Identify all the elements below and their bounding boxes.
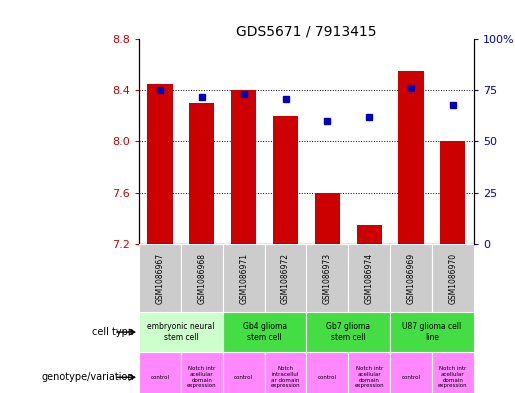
Bar (440, 141, 466, 244)
Bar (222, 312, 306, 352)
Bar (432, 352, 474, 393)
Bar (315, 193, 340, 244)
Bar (356, 224, 382, 244)
Text: Gb7 glioma
stem cell: Gb7 glioma stem cell (326, 322, 370, 342)
Text: control: control (234, 375, 253, 380)
Bar (306, 352, 348, 393)
Bar (306, 312, 390, 352)
Text: Notch intr
acellular
domain
expression: Notch intr acellular domain expression (438, 366, 468, 388)
Bar (399, 71, 423, 244)
Text: control: control (402, 375, 421, 380)
Bar (222, 244, 265, 312)
Bar (147, 84, 173, 244)
Text: control: control (318, 375, 337, 380)
Bar (348, 244, 390, 312)
Text: Notch intr
acellular
domain
expression: Notch intr acellular domain expression (187, 366, 217, 388)
Bar (181, 244, 222, 312)
Bar (190, 103, 214, 244)
Bar (390, 244, 432, 312)
Text: GSM1086971: GSM1086971 (239, 253, 248, 303)
Bar (181, 352, 222, 393)
Title: GDS5671 / 7913415: GDS5671 / 7913415 (236, 24, 376, 38)
Text: cell type: cell type (92, 327, 134, 337)
Bar (390, 312, 474, 352)
Text: U87 glioma cell
line: U87 glioma cell line (402, 322, 461, 342)
Text: GSM1086970: GSM1086970 (449, 252, 457, 304)
Bar (432, 244, 474, 312)
Bar (139, 244, 181, 312)
Bar (273, 116, 298, 244)
Bar (348, 352, 390, 393)
Text: GSM1086967: GSM1086967 (156, 252, 164, 304)
Bar (139, 352, 181, 393)
Text: embryonic neural
stem cell: embryonic neural stem cell (147, 322, 215, 342)
Bar (222, 352, 265, 393)
Text: Notch intr
acellular
domain
expression: Notch intr acellular domain expression (354, 366, 384, 388)
Text: GSM1086974: GSM1086974 (365, 252, 374, 304)
Bar (231, 90, 256, 244)
Text: Notch
intracellul
ar domain
expression: Notch intracellul ar domain expression (271, 366, 300, 388)
Bar (390, 352, 432, 393)
Text: GSM1086968: GSM1086968 (197, 253, 207, 303)
Text: genotype/variation: genotype/variation (41, 372, 134, 382)
Text: GSM1086973: GSM1086973 (323, 252, 332, 304)
Bar (306, 244, 348, 312)
Text: GSM1086972: GSM1086972 (281, 253, 290, 303)
Text: control: control (150, 375, 169, 380)
Text: Gb4 glioma
stem cell: Gb4 glioma stem cell (243, 322, 287, 342)
Bar (265, 352, 306, 393)
Text: GSM1086969: GSM1086969 (406, 252, 416, 304)
Bar (139, 312, 222, 352)
Bar (265, 244, 306, 312)
